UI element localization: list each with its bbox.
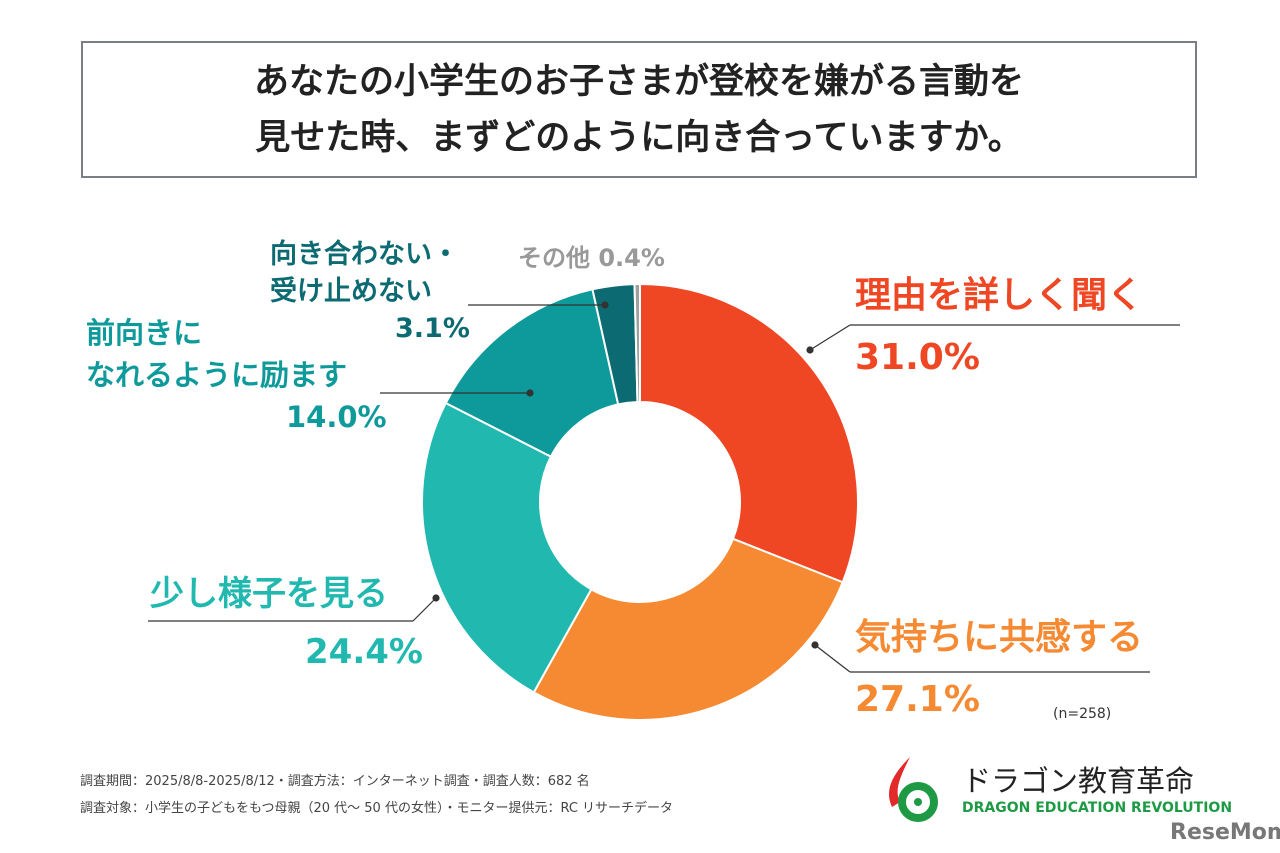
label-watch: 少し様子を見る 24.4% <box>150 574 423 672</box>
label-not-facing: 向き合わない・ 受け止めない 3.1% <box>270 236 470 347</box>
resemom-watermark: ReseMom <box>1170 820 1280 845</box>
value-label: 0.4% <box>598 244 665 272</box>
label-other: その他 0.4% <box>518 238 665 278</box>
footnote-target: 調査対象：小学生の子どもをもつ母親（20 代～ 50 代の女性）・モニター提供元… <box>80 801 674 816</box>
category-label: 前向きに なれるように励ます <box>86 316 348 392</box>
donut-slice-3 <box>444 288 620 458</box>
category-label: 向き合わない・ 受け止めない <box>270 239 459 307</box>
logo-en: DRAGON EDUCATION REVOLUTION <box>962 800 1233 816</box>
footnote-period: 調査期間：2025/8/8-2025/8/12・調査方法：インターネット調査・調… <box>80 774 590 789</box>
label-empathize: 気持ちに共感する 27.1% <box>855 618 1143 720</box>
value-label: 24.4% <box>305 632 423 672</box>
category-label: 気持ちに共感する <box>855 617 1144 658</box>
category-label: 少し様子を見る <box>150 574 388 614</box>
category-label: 理由を詳しく聞く <box>855 275 1144 316</box>
value-label: 31.0% <box>855 337 980 378</box>
logo-jp: ドラゴン教育革命 <box>962 764 1195 798</box>
dragon-logo: ドラゴン教育革命 DRAGON EDUCATION REVOLUTION <box>880 752 1232 826</box>
donut-slice-0 <box>639 282 859 584</box>
donut-slice-5 <box>633 282 641 404</box>
chart-title: あなたの小学生のお子さまが登校を嫌がる言動を 見せた時、まずどのように向き合って… <box>253 61 1024 158</box>
donut-slice-2 <box>421 401 593 694</box>
label-reason: 理由を詳しく聞く 31.0% <box>855 276 1143 378</box>
leader-lines <box>148 301 1180 673</box>
title-box: あなたの小学生のお子さまが登校を嫌がる言動を 見せた時、まずどのように向き合って… <box>81 41 1197 178</box>
label-encourage: 前向きに なれるように励ます 14.0% <box>86 312 387 438</box>
category-label: その他 <box>518 244 590 272</box>
donut-slice-1 <box>532 537 844 721</box>
value-label: 27.1% <box>855 679 980 720</box>
value-label: 14.0% <box>286 400 387 434</box>
dragon-logo-icon <box>889 757 938 822</box>
value-label: 3.1% <box>395 313 470 344</box>
sample-size: (n=258) <box>1053 706 1112 722</box>
